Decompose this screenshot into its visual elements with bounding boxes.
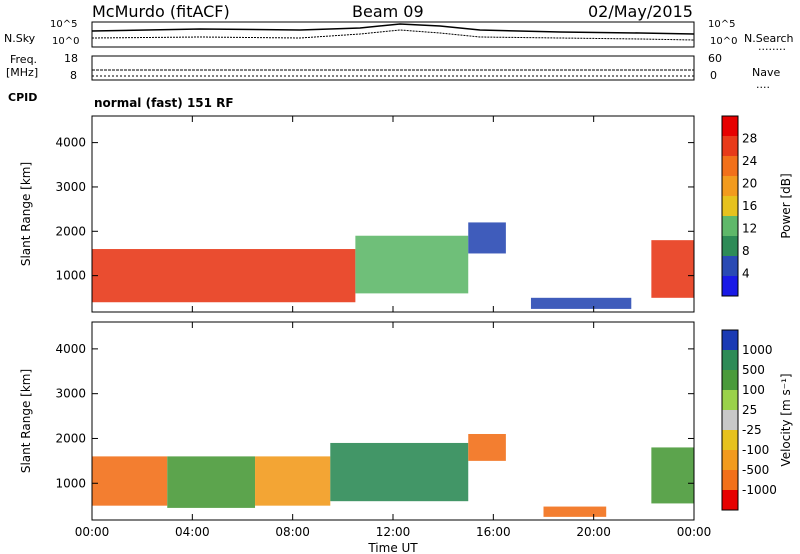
data-band xyxy=(167,456,256,508)
colorbar-swatch xyxy=(722,156,738,176)
x-tick-label: 08:00 xyxy=(275,525,310,539)
data-band xyxy=(255,456,331,506)
cpid-text: normal (fast) 151 RF xyxy=(94,96,234,110)
data-band xyxy=(92,249,356,303)
freq-tick-top: 18 xyxy=(64,52,78,65)
nave-tick-top: 60 xyxy=(708,52,722,65)
y-axis-label: Slant Range [km] xyxy=(19,162,33,266)
noise-tick-right-bottom: 10^0 xyxy=(710,36,738,47)
colorbar-swatch xyxy=(722,196,738,216)
colorbar-label: Velocity [m s⁻¹] xyxy=(779,373,793,466)
colorbar-label: Power [dB] xyxy=(779,173,793,238)
noise-frame xyxy=(91,21,695,48)
x-tick-label: 04:00 xyxy=(175,525,210,539)
colorbar-tick-label: 12 xyxy=(742,222,757,236)
rti-panel-power: 1000 2000 3000 4000 Slant Range [km] xyxy=(19,115,695,313)
colorbar-tick-label: 28 xyxy=(742,132,757,146)
colorbar-tick-label: 16 xyxy=(742,199,757,213)
data-band xyxy=(530,297,632,309)
colorbar-swatch xyxy=(722,116,738,136)
data-band xyxy=(543,506,607,517)
cpid-label: CPID xyxy=(8,91,38,104)
colorbar-tick-label: -1000 xyxy=(742,483,777,497)
date-title: 02/May/2015 xyxy=(588,2,693,21)
colorbar-swatch xyxy=(722,390,738,410)
rti-panel-velocity: 1000 2000 3000 4000 00:00 04:00 08:00 12:00 16:0… xyxy=(19,321,712,539)
x-tick-label: 00:00 xyxy=(677,525,712,539)
y-tick-label: 3000 xyxy=(55,387,86,401)
noise-panel xyxy=(91,21,695,48)
noise-trace-top xyxy=(91,23,695,35)
colorbar-tick-label: 20 xyxy=(742,177,757,191)
y-tick-label: 4000 xyxy=(55,342,86,356)
colorbar-swatch xyxy=(722,256,738,276)
data-band xyxy=(330,442,469,502)
colorbar-tick-label: -100 xyxy=(742,443,769,457)
colorbar-frame xyxy=(721,329,739,511)
noise-tick-left-bottom: 10^0 xyxy=(52,36,80,47)
freq-label: Freq. xyxy=(10,53,38,66)
data-band xyxy=(92,456,168,506)
data-band xyxy=(651,447,694,504)
x-tick-label: 12:00 xyxy=(376,525,411,539)
noise-trace-bottom xyxy=(91,29,695,41)
freq-unit-label: [MHz] xyxy=(6,66,39,79)
x-tick-label: 00:00 xyxy=(75,525,110,539)
data-band xyxy=(651,240,694,298)
noise-tick-left-top: 10^5 xyxy=(50,19,78,30)
colorbar-swatch xyxy=(722,276,738,296)
data-band xyxy=(468,222,506,254)
freq-tick-bottom: 8 xyxy=(70,69,77,82)
nsearch-dots: ........ xyxy=(758,40,786,53)
colorbar-swatch xyxy=(722,236,738,256)
nave-label: Nave xyxy=(752,66,781,79)
colorbar-tick-label: 24 xyxy=(742,154,757,168)
colorbar-swatch xyxy=(722,370,738,390)
data-band xyxy=(468,433,506,461)
y-tick-label: 1000 xyxy=(55,476,86,490)
colorbar-tick-label: 8 xyxy=(742,244,750,258)
beam-title: Beam 09 xyxy=(352,2,424,21)
colorbar-tick-label: 4 xyxy=(742,267,750,281)
x-tick-label: 16:00 xyxy=(476,525,511,539)
colorbar-swatch xyxy=(722,450,738,470)
colorbar-swatch xyxy=(722,470,738,490)
x-axis-label: Time UT xyxy=(367,541,418,554)
colorbar-swatch xyxy=(722,176,738,196)
station-title: McMurdo (fitACF) xyxy=(92,2,230,21)
y-axis-label: Slant Range [km] xyxy=(19,369,33,473)
y-tick-label: 2000 xyxy=(55,224,86,238)
power-colorbar: 4 8 12 16 20 24 28 Power [dB] xyxy=(721,115,793,297)
colorbar-swatch xyxy=(722,430,738,450)
freq-panel xyxy=(91,55,695,81)
colorbar-tick-label: 100 xyxy=(742,383,765,397)
nsearch-label: N.Search xyxy=(744,32,794,45)
colorbar-swatch xyxy=(722,216,738,236)
colorbar-swatch xyxy=(722,136,738,156)
colorbar-tick-label: 1000 xyxy=(742,343,773,357)
colorbar-swatch xyxy=(722,330,738,350)
colorbar-tick-label: -25 xyxy=(742,423,762,437)
nsky-label: N.Sky xyxy=(4,32,36,45)
noise-tick-right-top: 10^5 xyxy=(708,19,736,30)
colorbar-tick-label: 25 xyxy=(742,403,757,417)
y-tick-label: 3000 xyxy=(55,180,86,194)
nave-tick-bottom: 0 xyxy=(710,69,717,82)
colorbar-tick-label: -500 xyxy=(742,463,769,477)
y-tick-label: 2000 xyxy=(55,431,86,445)
y-tick-label: 1000 xyxy=(55,269,86,283)
velocity-colorbar: 1000 500 100 25 -25 -100 -500 -1000 Velocity [m … xyxy=(721,329,793,511)
colorbar-tick-label: 500 xyxy=(742,363,765,377)
nave-dots: .... xyxy=(756,78,770,91)
colorbar-swatch xyxy=(722,490,738,510)
colorbar-swatch xyxy=(722,410,738,430)
colorbar-swatch xyxy=(722,350,738,370)
freq-frame xyxy=(91,55,695,81)
y-tick-label: 4000 xyxy=(55,136,86,150)
colorbar-frame xyxy=(721,115,739,297)
data-band xyxy=(355,235,469,294)
x-tick-label: 20:00 xyxy=(576,525,611,539)
